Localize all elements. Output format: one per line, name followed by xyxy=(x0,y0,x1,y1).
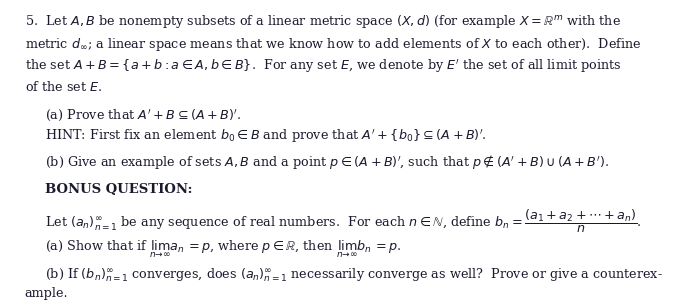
Text: 5.  Let $A, B$ be nonempty subsets of a linear metric space $(X, d)$ (for exampl: 5. Let $A, B$ be nonempty subsets of a l… xyxy=(25,13,621,30)
Text: Let $(a_n)_{n=1}^{\infty}$ be any sequence of real numbers.  For each $n \in \ma: Let $(a_n)_{n=1}^{\infty}$ be any sequen… xyxy=(45,208,642,235)
Text: HINT: First fix an element $b_0 \in B$ and prove that $A' + \{b_0\} \subseteq (A: HINT: First fix an element $b_0 \in B$ a… xyxy=(45,128,486,145)
Text: the set $A + B = \{a + b : a \in A, b \in B\}$.  For any set $E$, we denote by $: the set $A + B = \{a + b : a \in A, b \i… xyxy=(25,58,621,75)
Text: (b) Give an example of sets $A, B$ and a point $p \in (A + B)'$, such that $p \n: (b) Give an example of sets $A, B$ and a… xyxy=(45,153,609,171)
Text: ample.: ample. xyxy=(25,287,69,300)
Text: metric $d_{\infty}$; a linear space means that we know how to add elements of $X: metric $d_{\infty}$; a linear space mean… xyxy=(25,36,641,53)
Text: BONUS QUESTION:: BONUS QUESTION: xyxy=(45,183,193,196)
Text: (b) If $(b_n)_{n=1}^{\infty}$ converges, does $(a_n)_{n=1}^{\infty}$ necessarily: (b) If $(b_n)_{n=1}^{\infty}$ converges,… xyxy=(45,266,663,284)
Text: (a) Prove that $A' + B \subseteq (A + B)'$.: (a) Prove that $A' + B \subseteq (A + B)… xyxy=(45,107,241,123)
Text: of the set $E$.: of the set $E$. xyxy=(25,80,102,94)
Text: (a) Show that if $\lim_{n \to \infty} a_n = p$, where $p \in \mathbb{R}$, then $: (a) Show that if $\lim_{n \to \infty} a_… xyxy=(45,238,401,260)
